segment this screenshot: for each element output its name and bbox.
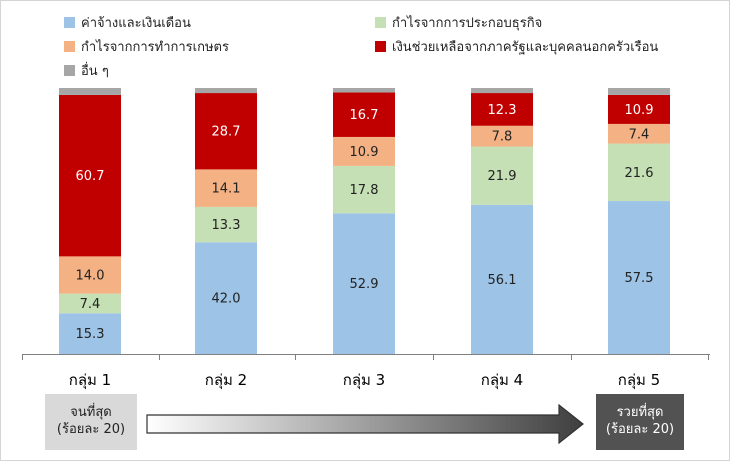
data-label-business-2: 13.3: [212, 218, 241, 233]
bar-segment-transfers-4: [471, 93, 533, 126]
poorest-label-line1: จนที่สุด: [70, 405, 112, 421]
bar-segment-wages-5: [608, 201, 670, 354]
legend-label-other: อื่น ๆ: [81, 64, 109, 79]
richest-label-line1: รวยที่สุด: [616, 405, 664, 421]
legend-item-other: อื่น ๆ: [64, 60, 109, 81]
data-label-agri-3: 10.9: [350, 145, 379, 160]
category-label-2: กลุ่ม 2: [205, 371, 247, 390]
data-label-wages-5: 57.5: [625, 271, 654, 286]
bar-segment-business-1: [59, 293, 121, 314]
data-label-transfers-1: 60.7: [76, 169, 105, 184]
legend-swatch-business: [375, 17, 386, 28]
bar-segment-business-4: [471, 146, 533, 205]
data-label-business-1: 7.4: [80, 297, 101, 312]
category-label-4: กลุ่ม 4: [481, 371, 523, 390]
bar-segment-wages-3: [333, 213, 395, 354]
category-label-5: กลุ่ม 5: [618, 371, 660, 390]
legend-swatch-wages: [64, 17, 75, 28]
bar-segment-transfers-3: [333, 92, 395, 137]
bar-segment-agri-1: [59, 256, 121, 294]
bar-segment-transfers-5: [608, 94, 670, 124]
legend-label-transfers: เงินช่วยเหลือจากภาครัฐและบุคคลนอกครัวเรื…: [392, 40, 659, 55]
data-label-agri-4: 7.8: [492, 130, 513, 145]
legend-label-business: กำไรจากการประกอบธุรกิจ: [392, 16, 543, 31]
legend: ค่าจ้างและเงินเดือน กำไรจากการประกอบธุรก…: [0, 0, 730, 80]
data-label-wages-3: 52.9: [350, 277, 379, 292]
data-label-business-5: 21.6: [625, 166, 654, 181]
bar-segment-wages-4: [471, 204, 533, 354]
data-label-agri-2: 14.1: [212, 182, 241, 197]
data-label-business-4: 21.9: [488, 169, 517, 184]
legend-swatch-agri: [64, 41, 75, 52]
data-label-wages-1: 15.3: [76, 327, 105, 342]
poor-to-rich-arrow: [145, 403, 585, 445]
bar-segment-agri-3: [333, 136, 395, 166]
bar-segment-other-5: [608, 88, 670, 95]
category-label-3: กลุ่ม 3: [343, 371, 385, 390]
legend-item-wages: ค่าจ้างและเงินเดือน: [64, 12, 191, 33]
bar-segment-transfers-1: [59, 94, 121, 257]
bar-segment-agri-2: [195, 169, 257, 207]
data-label-transfers-2: 28.7: [212, 125, 241, 140]
legend-item-business: กำไรจากการประกอบธุรกิจ: [375, 12, 542, 33]
data-label-transfers-3: 16.7: [350, 108, 379, 123]
poorest-quintile-label: จนที่สุด (ร้อยละ 20): [45, 394, 137, 450]
bar-segment-agri-4: [471, 125, 533, 147]
bar-segment-agri-5: [608, 123, 670, 144]
legend-item-transfers: เงินช่วยเหลือจากภาครัฐและบุคคลนอกครัวเรื…: [375, 36, 658, 57]
data-label-wages-4: 56.1: [488, 273, 517, 288]
bar-segment-business-5: [608, 143, 670, 202]
richest-quintile-label: รวยที่สุด (ร้อยละ 20): [596, 394, 684, 450]
data-label-agri-5: 7.4: [629, 127, 650, 142]
bar-segment-business-3: [333, 165, 395, 214]
bar-segment-other-2: [195, 88, 257, 94]
category-label-1: กลุ่ม 1: [69, 371, 111, 390]
data-label-wages-2: 42.0: [212, 292, 241, 307]
arrow-icon: [146, 403, 584, 445]
legend-item-agri: กำไรจากการทำการเกษตร: [64, 36, 229, 57]
bar-segment-business-2: [195, 206, 257, 243]
legend-swatch-other: [64, 65, 75, 76]
poorest-label-line2: (ร้อยละ 20): [56, 422, 126, 437]
legend-label-wages: ค่าจ้างและเงินเดือน: [81, 16, 191, 31]
richest-label-line2: (ร้อยละ 20): [605, 422, 675, 437]
data-label-agri-1: 14.0: [76, 268, 105, 283]
data-label-transfers-5: 10.9: [625, 103, 654, 118]
bar-segment-wages-1: [59, 313, 121, 354]
legend-label-agri: กำไรจากการทำการเกษตร: [81, 40, 229, 55]
data-label-transfers-4: 12.3: [488, 103, 517, 118]
legend-swatch-transfers: [375, 41, 386, 52]
bar-segment-wages-2: [195, 242, 257, 354]
bar-segment-other-1: [59, 88, 121, 95]
bar-segment-transfers-2: [195, 93, 257, 170]
data-label-business-3: 17.8: [350, 183, 379, 198]
bar-segment-other-3: [333, 88, 395, 93]
bar-segment-other-4: [471, 88, 533, 94]
